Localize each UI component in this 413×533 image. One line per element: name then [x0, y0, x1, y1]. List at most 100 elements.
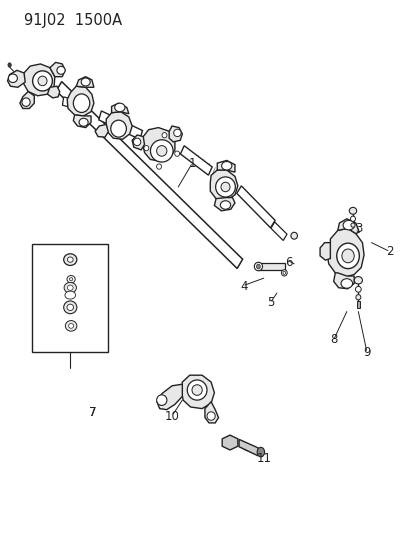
Polygon shape [76, 77, 94, 87]
Polygon shape [56, 82, 242, 269]
Polygon shape [47, 86, 59, 98]
Ellipse shape [256, 447, 264, 457]
Ellipse shape [33, 71, 52, 91]
Polygon shape [210, 170, 237, 200]
Ellipse shape [64, 254, 77, 265]
Ellipse shape [290, 232, 297, 239]
Polygon shape [180, 146, 211, 175]
Text: 7: 7 [89, 406, 96, 419]
Polygon shape [23, 64, 55, 96]
Ellipse shape [341, 249, 354, 263]
Polygon shape [95, 124, 108, 137]
Ellipse shape [206, 412, 215, 420]
Ellipse shape [81, 78, 90, 86]
Ellipse shape [340, 279, 352, 288]
Ellipse shape [221, 182, 230, 192]
Ellipse shape [65, 291, 76, 299]
Polygon shape [217, 160, 235, 172]
Ellipse shape [350, 216, 355, 221]
Text: 10: 10 [164, 409, 179, 423]
Ellipse shape [65, 320, 77, 331]
Ellipse shape [69, 278, 73, 281]
Ellipse shape [69, 324, 74, 328]
Text: 5: 5 [266, 296, 274, 309]
Ellipse shape [57, 66, 65, 74]
Polygon shape [112, 103, 128, 114]
Polygon shape [222, 435, 237, 450]
Ellipse shape [187, 380, 206, 400]
Polygon shape [181, 375, 214, 409]
Polygon shape [236, 186, 274, 228]
Polygon shape [356, 302, 359, 308]
Polygon shape [132, 135, 144, 150]
Ellipse shape [22, 98, 30, 107]
Ellipse shape [349, 207, 356, 214]
Ellipse shape [355, 286, 360, 292]
Polygon shape [337, 219, 358, 233]
Ellipse shape [67, 257, 73, 262]
Ellipse shape [281, 270, 287, 276]
Ellipse shape [173, 129, 180, 136]
Text: 6: 6 [285, 256, 292, 269]
Ellipse shape [354, 277, 361, 284]
Text: 9: 9 [363, 346, 370, 359]
Ellipse shape [254, 262, 262, 271]
Ellipse shape [256, 264, 260, 269]
Polygon shape [73, 115, 91, 127]
Ellipse shape [156, 395, 166, 406]
Polygon shape [214, 198, 235, 211]
Polygon shape [99, 111, 142, 140]
Text: 3: 3 [355, 222, 362, 235]
Polygon shape [20, 92, 34, 109]
Ellipse shape [150, 140, 173, 162]
Text: 8: 8 [329, 333, 337, 346]
Ellipse shape [342, 220, 354, 230]
Text: 91J02  1500A: 91J02 1500A [24, 13, 122, 28]
Ellipse shape [161, 133, 166, 138]
Ellipse shape [38, 76, 47, 86]
Ellipse shape [67, 285, 73, 290]
Text: 4: 4 [240, 280, 247, 293]
Ellipse shape [192, 385, 202, 395]
Ellipse shape [111, 120, 126, 137]
Polygon shape [333, 273, 354, 289]
Ellipse shape [336, 243, 358, 269]
Polygon shape [258, 263, 285, 270]
Polygon shape [142, 127, 175, 161]
Ellipse shape [156, 146, 166, 156]
Ellipse shape [67, 276, 75, 283]
Ellipse shape [8, 63, 11, 67]
Ellipse shape [8, 74, 17, 83]
Polygon shape [169, 126, 182, 142]
Polygon shape [326, 228, 363, 277]
Ellipse shape [144, 146, 149, 151]
Polygon shape [50, 62, 65, 77]
Polygon shape [157, 384, 182, 410]
Ellipse shape [67, 304, 74, 311]
Ellipse shape [174, 151, 179, 156]
Ellipse shape [221, 161, 231, 170]
Ellipse shape [350, 223, 354, 227]
Polygon shape [270, 222, 286, 240]
Ellipse shape [215, 177, 235, 197]
Ellipse shape [220, 201, 230, 209]
Polygon shape [238, 439, 259, 456]
Ellipse shape [355, 295, 360, 300]
Text: 7: 7 [89, 406, 96, 419]
Bar [32, 244, 108, 352]
Ellipse shape [64, 301, 77, 314]
Ellipse shape [79, 118, 88, 126]
Text: 1: 1 [188, 157, 196, 169]
Ellipse shape [73, 94, 90, 112]
Polygon shape [204, 402, 218, 423]
Ellipse shape [133, 138, 140, 146]
Text: 11: 11 [256, 452, 271, 465]
Ellipse shape [156, 164, 161, 169]
Polygon shape [67, 86, 94, 116]
Ellipse shape [64, 282, 76, 293]
Polygon shape [319, 243, 330, 260]
Ellipse shape [282, 271, 285, 274]
Polygon shape [62, 97, 88, 111]
Polygon shape [106, 112, 132, 139]
Text: 2: 2 [385, 245, 393, 258]
